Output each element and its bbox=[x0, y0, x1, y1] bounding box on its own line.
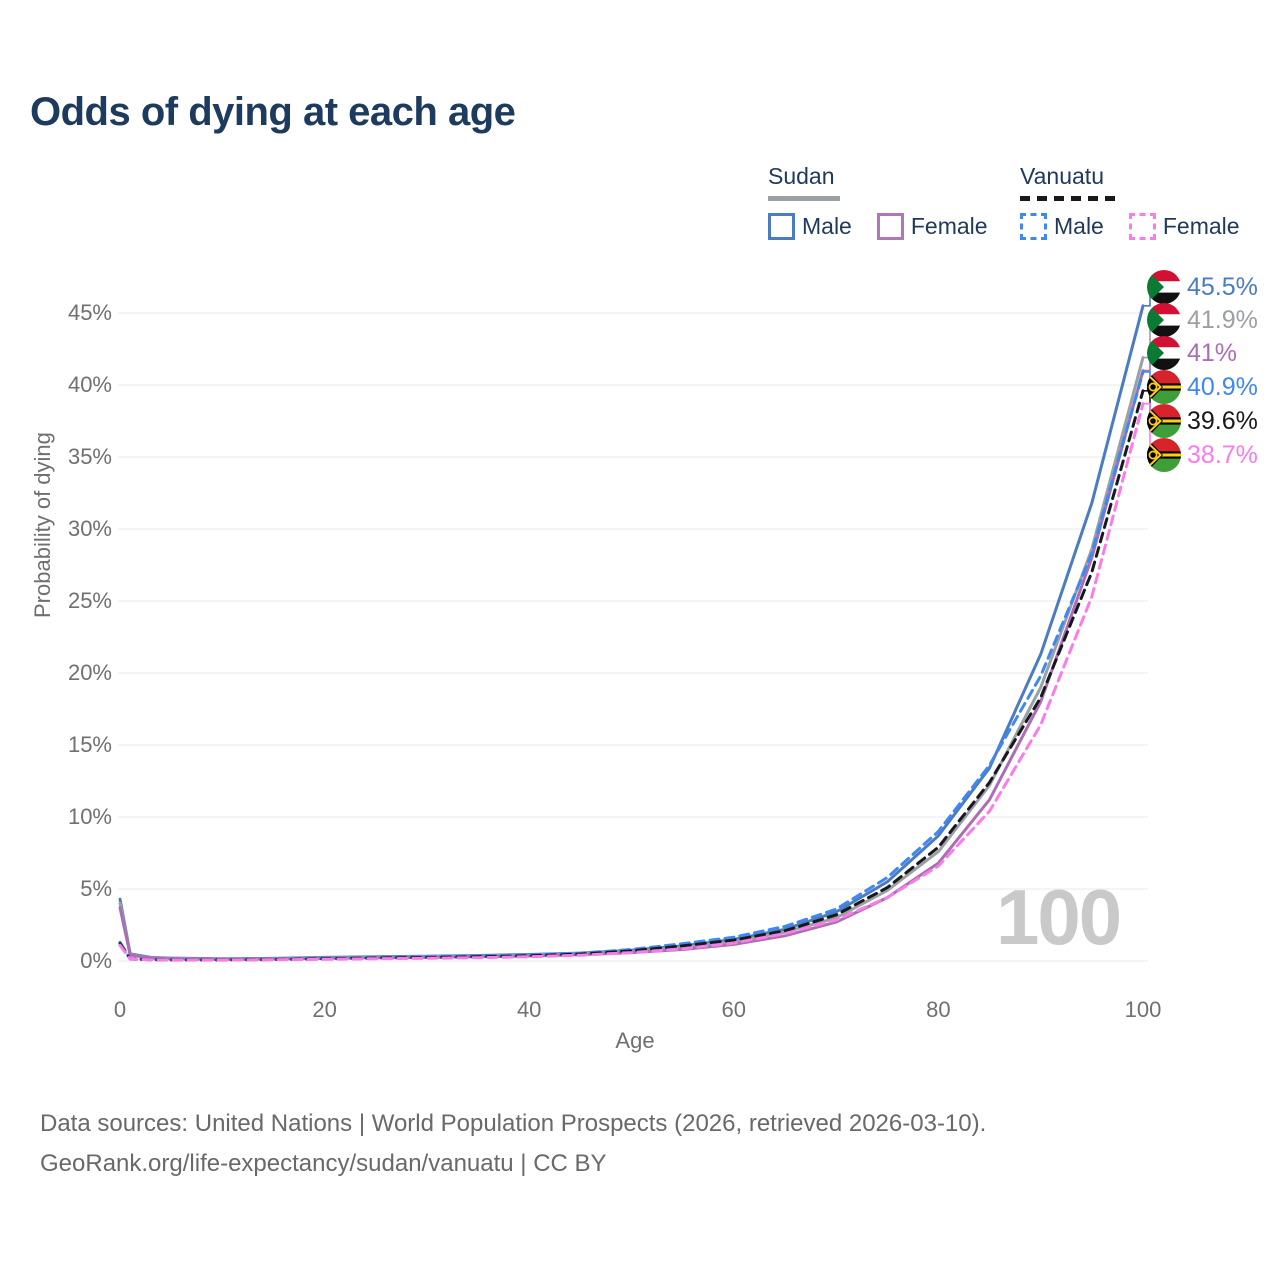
y-tick-label: 45% bbox=[67, 300, 112, 325]
sudan-line[interactable] bbox=[118, 356, 1145, 961]
vanuatu-flag-icon bbox=[1147, 370, 1181, 404]
legend-group-title-sudan: Sudan bbox=[768, 163, 835, 189]
sudan-male-line[interactable] bbox=[118, 304, 1145, 961]
vanuatu-female-end-value: 38.7% bbox=[1187, 440, 1258, 469]
vanuatu-female-swatch[interactable] bbox=[1128, 213, 1156, 240]
sudan-end-label: 41.9% bbox=[1147, 303, 1258, 337]
sudan-line-style-underline bbox=[768, 196, 840, 201]
sudan-end-value: 41.9% bbox=[1187, 305, 1258, 334]
y-tick-label: 30% bbox=[67, 516, 112, 541]
sudan-male-swatch[interactable] bbox=[768, 213, 795, 240]
data-source-line: Data sources: United Nations | World Pop… bbox=[40, 1110, 987, 1137]
vanuatu-female-legend-label[interactable]: Female bbox=[1162, 213, 1240, 239]
y-tick-label: 40% bbox=[67, 372, 112, 397]
y-tick-label: 20% bbox=[67, 660, 112, 685]
legend-group-sudan: Sudan Male Female bbox=[768, 163, 988, 240]
sudan-male-legend-label[interactable]: Male bbox=[802, 213, 852, 239]
sudan-flag-icon bbox=[1147, 270, 1181, 304]
vanuatu-male-legend-label[interactable]: Male bbox=[1054, 213, 1104, 239]
vanuatu-end-value: 39.6% bbox=[1187, 406, 1258, 435]
x-tick-label: 0 bbox=[113, 997, 127, 1022]
sudan-male-end-value: 45.5% bbox=[1187, 272, 1258, 301]
vanuatu-female-line[interactable] bbox=[118, 402, 1145, 962]
y-tick-label: 15% bbox=[67, 732, 112, 757]
vanuatu-male-end-label: 40.9% bbox=[1147, 370, 1258, 404]
legend-group-title-vanuatu: Vanuatu bbox=[1020, 163, 1104, 189]
y-tick-label: 35% bbox=[67, 444, 112, 469]
sudan-female-end-label: 41% bbox=[1147, 336, 1237, 370]
x-tick-label: 20 bbox=[312, 997, 337, 1022]
vanuatu-male-end-value: 40.9% bbox=[1187, 372, 1258, 401]
sudan-female-swatch[interactable] bbox=[876, 213, 904, 240]
vanuatu-line[interactable] bbox=[118, 389, 1145, 962]
x-tick-label: 80 bbox=[926, 997, 951, 1022]
y-tick-label: 0% bbox=[80, 948, 112, 973]
age-indicator: 100 bbox=[996, 873, 1122, 961]
attribution-line: GeoRank.org/life-expectancy/sudan/vanuat… bbox=[40, 1150, 607, 1177]
vanuatu-flag-icon bbox=[1147, 404, 1181, 438]
y-axis-title: Probability of dying bbox=[30, 432, 55, 618]
vanuatu-female-end-label: 38.7% bbox=[1147, 438, 1258, 472]
y-tick-label: 5% bbox=[80, 876, 112, 901]
sudan-female-line[interactable] bbox=[118, 369, 1145, 961]
x-axis-title: Age bbox=[615, 1028, 655, 1053]
y-tick-label: 25% bbox=[67, 588, 112, 613]
x-tick-label: 60 bbox=[721, 997, 747, 1022]
vanuatu-flag-icon bbox=[1147, 438, 1181, 472]
x-tick-label: 40 bbox=[516, 997, 542, 1022]
sudan-female-legend-label[interactable]: Female bbox=[910, 213, 988, 239]
sudan-female-end-value: 41% bbox=[1187, 338, 1238, 367]
sudan-male-end-label: 45.5% bbox=[1147, 270, 1258, 304]
chart-title: Odds of dying at each age bbox=[30, 90, 516, 134]
vanuatu-male-swatch[interactable] bbox=[1020, 213, 1047, 240]
vanuatu-line-style-underline bbox=[1020, 196, 1116, 201]
x-tick-label: 100 bbox=[1124, 997, 1162, 1022]
sudan-flag-icon bbox=[1147, 336, 1181, 370]
y-tick-label: 10% bbox=[67, 804, 112, 829]
vanuatu-male-line[interactable] bbox=[118, 370, 1145, 962]
vanuatu-end-label: 39.6% bbox=[1147, 404, 1258, 438]
legend-group-vanuatu: Vanuatu Male Female bbox=[1020, 163, 1240, 240]
sudan-flag-icon bbox=[1147, 303, 1181, 337]
